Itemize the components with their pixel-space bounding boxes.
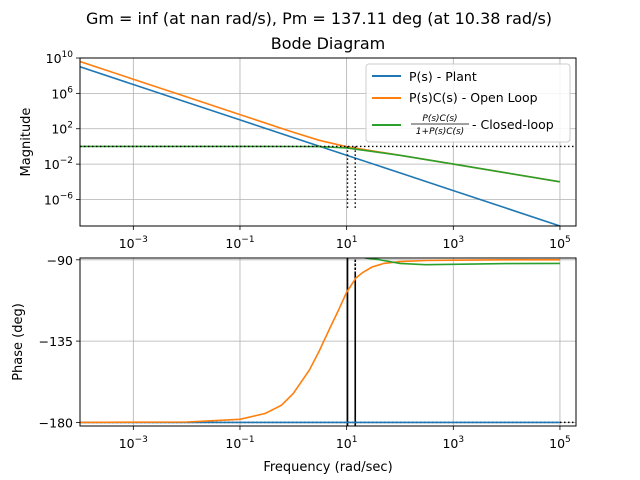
legend-fraction-numerator: P(s)C(s) <box>422 114 457 124</box>
phase-x-tick-label: 10−1 <box>225 435 254 451</box>
phase-plot: 10−3 10−1 101 103 105 −180 −135 −90 Phase (deg… <box>11 253 577 475</box>
phase-y-axis-label: Phase (deg) <box>11 303 26 381</box>
magnitude-x-ticks: 10−3 10−1 101 103 105 <box>119 226 571 251</box>
frequency-x-axis-label: Frequency (rad/sec) <box>263 460 392 475</box>
phase-grid <box>80 258 576 426</box>
phase-lines <box>80 258 576 426</box>
magnitude-y-tick-label: 1010 <box>46 50 74 66</box>
magnitude-y-tick-label: 102 <box>51 121 73 137</box>
phase-axes-frame <box>79 257 577 427</box>
phase-series-line-1 <box>80 258 560 424</box>
figure-suptitle: Gm = inf (at nan rad/s), Pm = 137.11 deg… <box>86 9 552 28</box>
magnitude-axes-frame <box>79 57 577 227</box>
phase-y-tick-label: −90 <box>47 253 73 268</box>
magnitude-y-ticks: 10−6 10−2 102 106 1010 <box>44 50 80 207</box>
phase-y-ticks: −180 −135 −90 <box>39 253 80 430</box>
magnitude-x-tick-label: 101 <box>336 235 358 251</box>
legend-box <box>365 63 571 143</box>
phase-y-tick-label: −135 <box>39 334 73 349</box>
phase-x-tick-label: 105 <box>549 435 571 451</box>
phase-x-tick-label: 101 <box>336 435 358 451</box>
magnitude-lines <box>80 60 576 226</box>
legend-label-open-loop: P(s)C(s) - Open Loop <box>409 90 538 105</box>
legend-label-plant: P(s) - Plant <box>409 69 477 84</box>
magnitude-y-axis-label: Magnitude <box>19 108 34 177</box>
legend-fraction-denominator: 1+P(s)C(s) <box>416 127 464 137</box>
phase-x-ticks: 10−3 10−1 101 103 105 <box>119 426 571 451</box>
legend-label-closed-loop: P(s)C(s) 1+P(s)C(s) - Closed-loop <box>411 114 554 137</box>
magnitude-x-tick-label: 10−3 <box>119 235 148 251</box>
phase-series-line-2 <box>364 258 560 266</box>
legend: P(s) - Plant P(s)C(s) - Open Loop P(s)C(… <box>365 63 571 143</box>
magnitude-x-tick-label: 10−1 <box>225 235 254 251</box>
phase-x-tick-label: 10−3 <box>119 435 148 451</box>
figure-title: Bode Diagram <box>271 34 386 53</box>
phase-x-tick-label: 103 <box>442 435 464 451</box>
magnitude-plot: 10−3 10−1 101 103 105 10−6 10−2 102 106 1010 Mag… <box>19 50 577 251</box>
legend-closed-loop-suffix: - Closed-loop <box>472 117 554 132</box>
magnitude-y-tick-label: 106 <box>51 85 73 101</box>
magnitude-x-tick-label: 105 <box>549 235 571 251</box>
magnitude-x-tick-label: 103 <box>442 235 464 251</box>
magnitude-y-tick-label: 10−2 <box>44 156 73 172</box>
phase-y-tick-label: −180 <box>39 415 73 430</box>
magnitude-y-tick-label: 10−6 <box>44 191 73 207</box>
